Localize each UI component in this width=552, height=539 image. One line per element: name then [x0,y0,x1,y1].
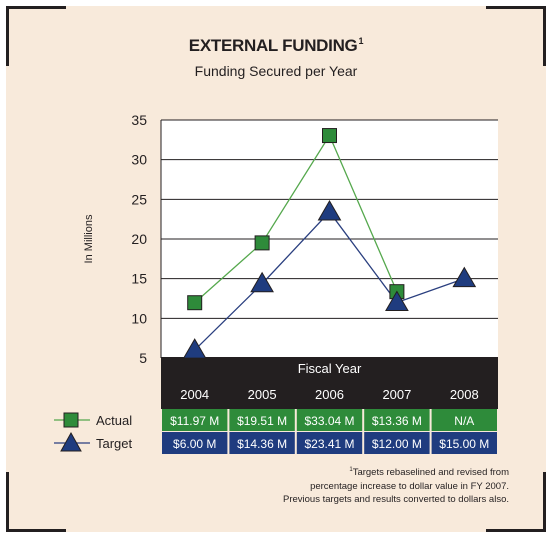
data-label: $33.04 M [304,414,354,428]
corner-mark [486,6,546,9]
chart-subtitle: Funding Secured per Year [194,63,358,79]
data-point [254,235,270,251]
data-label: $23.41 M [304,437,354,451]
data-label: $19.51 M [237,414,287,428]
y-axis-label: In Millions [83,214,95,263]
x-tick-label: 2005 [248,387,277,402]
x-axis-label: Fiscal Year [298,361,362,376]
data-point [385,290,409,311]
data-point [182,338,207,359]
corner-mark [6,6,9,66]
table-cell [229,409,295,431]
corner-mark [6,529,66,532]
table-cell [431,432,497,454]
data-point [250,271,274,293]
data-label: N/A [454,414,474,428]
corner-mark [543,472,546,532]
legend-square-marker [63,412,79,428]
corner-mark [543,6,546,66]
table-cell [296,432,363,454]
data-label: $15.00 M [439,437,489,451]
table-cell [162,409,228,431]
data-point [317,199,342,221]
legend-triangle-marker [60,431,82,452]
chart-title: EXTERNAL FUNDING1 [188,36,364,55]
y-tick-label: 5 [139,350,147,366]
table-cell [364,409,430,431]
x-tick-label: 2008 [450,387,479,402]
corner-mark [486,529,546,532]
table-header-bg [161,357,498,409]
corner-mark [6,472,9,532]
x-tick-label: 2004 [180,387,209,402]
y-tick-label: 25 [131,191,147,207]
data-point [322,128,337,144]
footnote: 1Targets rebaselined and revised from pe… [282,467,509,505]
data-point [187,295,203,311]
table-cell [431,409,497,431]
y-tick-label: 10 [131,310,147,326]
corner-mark [6,6,66,9]
y-tick-label: 15 [131,271,147,287]
data-label: $13.36 M [372,414,422,428]
y-tick-label: 35 [131,112,147,128]
legend-label: Target [96,436,133,451]
table-cell [229,432,295,454]
table-cell [162,432,228,454]
legend-label: Actual [96,413,132,428]
table-cell [296,409,363,431]
y-tick-label: 30 [131,152,147,168]
x-tick-label: 2006 [315,387,344,402]
data-label: $6.00 M [173,437,216,451]
data-label: $14.36 M [237,437,287,451]
x-tick-label: 2007 [382,387,411,402]
table-cell [364,432,430,454]
series-line [194,134,398,304]
data-point [452,266,477,288]
data-label: $11.97 M [170,414,219,428]
y-tick-label: 20 [131,231,147,247]
data-label: $12.00 M [372,437,422,451]
